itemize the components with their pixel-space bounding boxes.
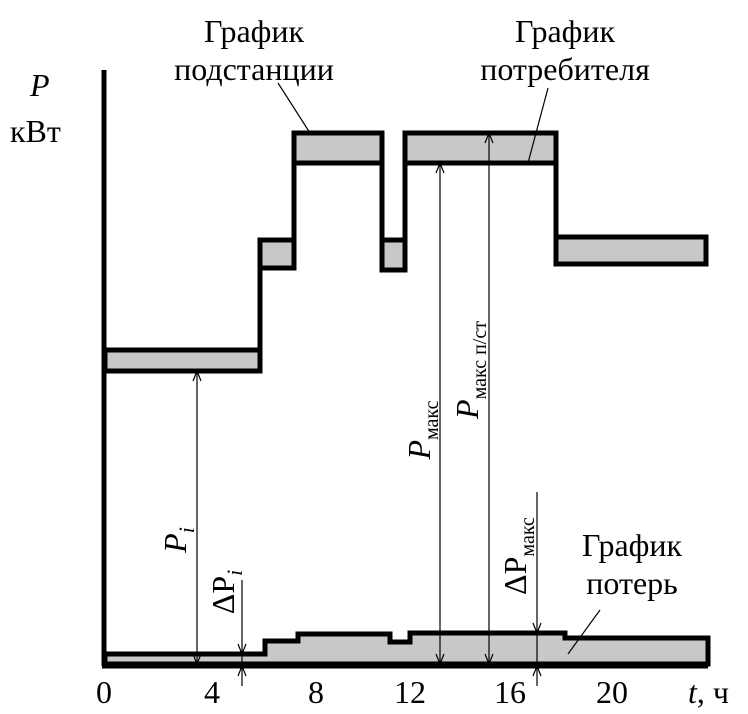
losses-label-line2: потерь (586, 565, 677, 601)
consumer-label-line2: потребителя (480, 51, 650, 87)
p-i-arrow (192, 369, 202, 666)
x-tick-label: 16 (494, 674, 526, 710)
substation-consumer-band (102, 130, 709, 374)
losses-band (102, 630, 711, 667)
consumer-leader (527, 87, 549, 164)
x-tick-label: 20 (596, 674, 628, 710)
consumer-label-line1: График (515, 13, 616, 49)
p-max-arrow (435, 161, 445, 666)
x-tick-label: 8 (308, 674, 324, 710)
p-max-substation-label: Pмакс п/ст (449, 321, 491, 420)
substation-leader (277, 82, 311, 134)
delta-p-i-label: ΔPi (205, 570, 247, 615)
delta-p-max-label: ΔPмакс (497, 517, 539, 595)
losses-label-line1: График (582, 527, 683, 563)
substation-label-line1: График (204, 13, 305, 49)
y-axis-symbol: P (29, 67, 50, 103)
y-axis-unit: кВт (10, 113, 61, 149)
x-tick-label: 0 (96, 674, 112, 710)
x-axis-symbol: t, ч (688, 674, 729, 710)
p-i-label: Pi (157, 527, 199, 554)
x-tick-label: 12 (394, 674, 426, 710)
p-max-substation-arrow (484, 131, 494, 666)
losses-leader (567, 609, 601, 655)
p-max-label: Pмакс (401, 400, 443, 460)
substation-label-line2: подстанции (174, 51, 334, 87)
delta-p-max-arrow (532, 492, 542, 686)
delta-p-i-arrow (237, 580, 247, 686)
x-tick-label: 4 (204, 674, 220, 710)
